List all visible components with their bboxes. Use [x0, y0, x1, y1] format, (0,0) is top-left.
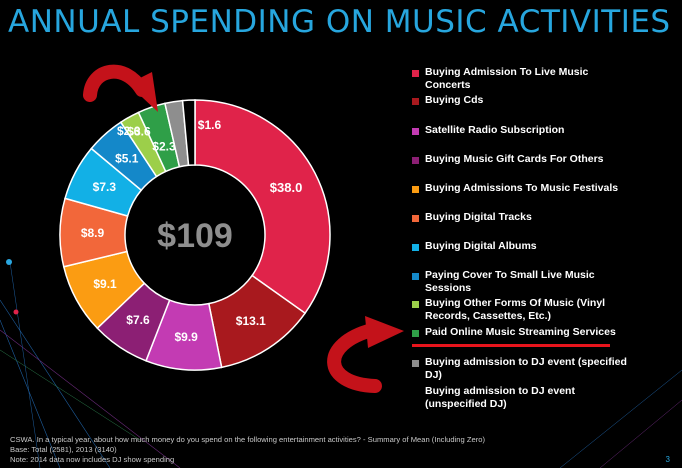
legend-swatch-6 [412, 215, 419, 222]
donut-slice-label-5: $9.1 [93, 277, 117, 291]
legend-label-7: Buying Digital Albums [425, 240, 537, 252]
legend-label-8: Paying Cover To Small Live Music Session… [425, 269, 595, 294]
legend-swatch-1 [412, 70, 419, 77]
legend-item-3: Satellite Radio Subscription [412, 124, 632, 137]
legend-label-12: Buying admission to DJ event (unspecifie… [425, 385, 575, 410]
footer-notes: CSWA. In a typical year, about how much … [10, 435, 670, 464]
legend-swatch-5 [412, 186, 419, 193]
legend-label-4: Buying Music Gift Cards For Others [425, 153, 604, 165]
donut-slice-label-3: $9.9 [174, 330, 198, 344]
legend-item-6: Buying Digital Tracks [412, 211, 632, 224]
legend-item-5: Buying Admissions To Music Festivals [412, 182, 632, 195]
legend-swatch-10 [412, 330, 419, 337]
legend-item-1: Buying Admission To Live Music Concerts [412, 66, 632, 92]
page-number: 3 [665, 455, 670, 464]
highlight-arrow-bottom [327, 316, 404, 393]
donut-slice-label-8: $5.1 [115, 152, 139, 166]
legend-item-10: Paid Online Music Streaming Services [412, 326, 632, 339]
legend-label-9: Buying Other Forms Of Music (Vinyl Recor… [425, 297, 606, 322]
donut-slice-label-9: $2.6 [117, 124, 141, 138]
legend-label-1: Buying Admission To Live Music Concerts [425, 66, 589, 91]
footer-question: CSWA. In a typical year, about how much … [10, 435, 485, 444]
legend-highlight-underline [412, 344, 610, 347]
legend-item-11: Buying admission to DJ event (specified … [412, 356, 632, 382]
legend-item-7: Buying Digital Albums [412, 240, 632, 253]
donut-slice-12 [181, 99, 196, 167]
donut-slice-label-6: $8.9 [81, 226, 105, 240]
legend-swatch-4 [412, 157, 419, 164]
donut-slice-label-2: $13.1 [236, 314, 266, 328]
legend-item-4: Buying Music Gift Cards For Others [412, 153, 632, 166]
donut-slice-label-10: $3.6 [127, 124, 151, 138]
legend-label-5: Buying Admissions To Music Festivals [425, 182, 619, 194]
donut-slice-label-12: $1.6 [198, 118, 222, 132]
donut-slice-1 [194, 99, 331, 315]
legend-item-2: Buying Cds [412, 94, 632, 107]
footer-base: Base: Total (2581), 2013 (3140) [10, 444, 117, 454]
donut-slice-label-4: $7.6 [126, 313, 150, 327]
legend-swatch-3 [412, 128, 419, 135]
highlight-arrow-top [83, 64, 158, 112]
legend-swatch-2 [412, 98, 419, 105]
donut-slice-label-11: $2.3 [152, 139, 176, 153]
legend-item-8: Paying Cover To Small Live Music Session… [412, 269, 632, 295]
legend-item-12: Buying admission to DJ event (unspecifie… [412, 385, 632, 411]
legend-swatch-8 [412, 273, 419, 280]
donut-slice-label-7: $7.3 [93, 180, 117, 194]
legend-swatch-11 [412, 360, 419, 367]
legend-label-2: Buying Cds [425, 94, 484, 106]
donut-center-total: $109 [157, 217, 233, 255]
legend-label-6: Buying Digital Tracks [425, 211, 532, 223]
donut-slice-label-1: $38.0 [270, 180, 303, 195]
footer-note: Note: 2014 data now includes DJ show spe… [10, 454, 175, 464]
legend-swatch-7 [412, 244, 419, 251]
legend-label-11: Buying admission to DJ event (specified … [425, 356, 627, 381]
page-title: ANNUAL SPENDING ON MUSIC ACTIVITIES [8, 4, 671, 40]
legend-label-10: Paid Online Music Streaming Services [425, 326, 616, 338]
legend-item-9: Buying Other Forms Of Music (Vinyl Recor… [412, 297, 632, 323]
legend-swatch-9 [412, 301, 419, 308]
legend-swatch-12 [412, 389, 419, 396]
legend-label-3: Satellite Radio Subscription [425, 124, 565, 136]
